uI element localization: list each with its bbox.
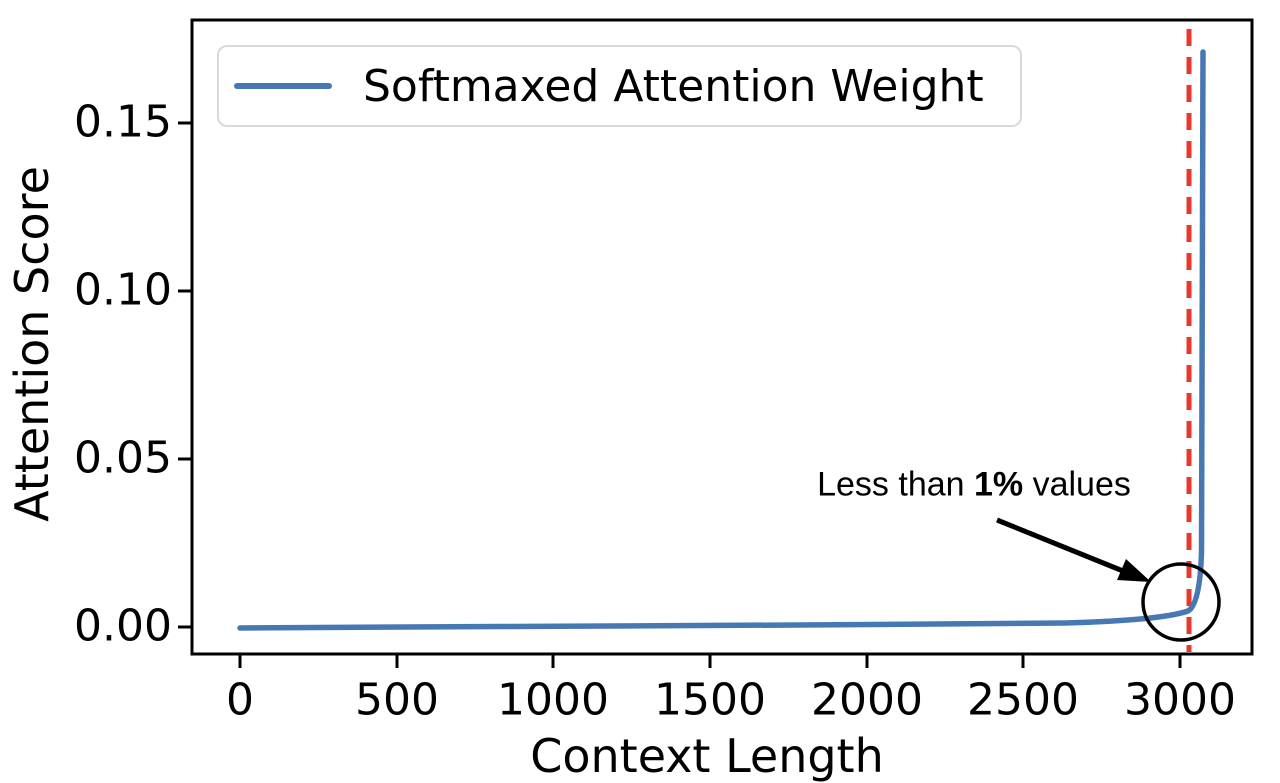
annotation-arrow — [996, 517, 1151, 582]
x-axis-ticks — [238, 654, 1182, 668]
x-tick-label-2500: 2500 — [967, 674, 1079, 726]
annotation-text: Less than 1% values — [817, 466, 1131, 505]
annotation-text-post: values — [1023, 465, 1131, 504]
y-axis-ticks — [178, 121, 192, 629]
y-tick-label-0.15: 0.15 — [74, 96, 172, 148]
annotation-circle — [1141, 562, 1221, 642]
legend: Softmaxed Attention Weight — [217, 45, 1022, 127]
attention-weight-curve — [237, 49, 1206, 631]
y-tick-label-0.10: 0.10 — [74, 264, 172, 316]
y-tick-label-0.00: 0.00 — [74, 600, 172, 652]
annotation-arrow-shaft — [996, 517, 1124, 574]
x-tick-label-2000: 2000 — [811, 674, 923, 726]
x-axis-label: Context Length — [530, 729, 884, 783]
annotation-arrow-head — [1117, 559, 1151, 582]
annotation-text-pre: Less than — [817, 465, 975, 504]
x-tick-label-0: 0 — [226, 674, 254, 726]
legend-label: Softmaxed Attention Weight — [363, 60, 984, 112]
legend-line-swatch — [234, 83, 332, 89]
x-tick-label-1000: 1000 — [497, 674, 609, 726]
y-tick-label-0.05: 0.05 — [74, 432, 172, 484]
annotation-text-bold: 1% — [974, 465, 1024, 504]
x-tick-label-500: 500 — [355, 674, 439, 726]
y-axis-label: Attention Score — [5, 166, 59, 522]
x-tick-label-3000: 3000 — [1124, 674, 1236, 726]
x-tick-label-1500: 1500 — [654, 674, 766, 726]
